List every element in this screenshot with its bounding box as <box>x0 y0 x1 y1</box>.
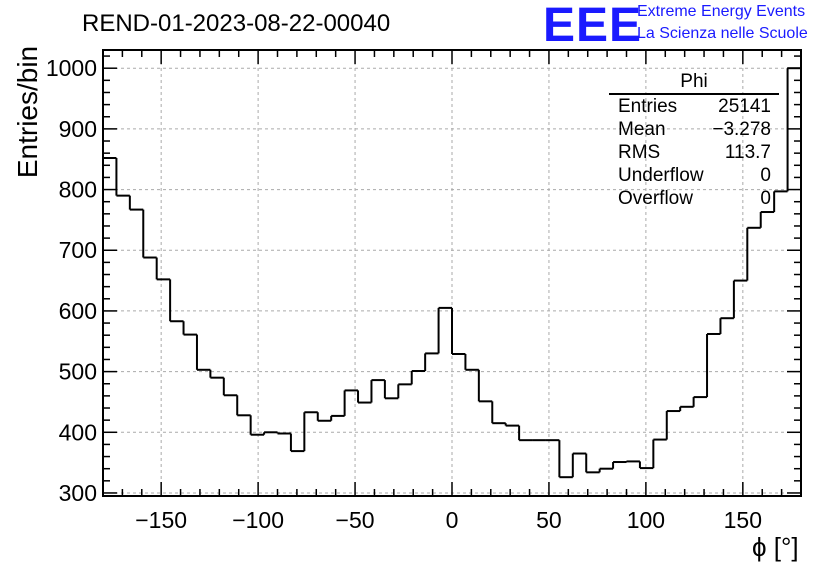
stats-value: 0 <box>760 165 771 186</box>
y-tick-label: 600 <box>59 298 97 324</box>
stats-value: 25141 <box>718 96 771 117</box>
x-axis-label: ϕ [°] <box>752 532 799 562</box>
stats-row-rms: RMS 113.7 <box>609 141 779 164</box>
stats-value: −3.278 <box>712 119 771 140</box>
stats-label: Entries <box>618 96 678 117</box>
stats-value: 0 <box>760 188 771 209</box>
stats-value: 113.7 <box>724 142 771 163</box>
y-tick-label: 400 <box>59 419 97 445</box>
stats-title: Phi <box>609 72 779 95</box>
stats-box: Phi Entries 25141 Mean −3.278 RMS 113.7 … <box>609 72 779 210</box>
x-tick-label: −150 <box>135 507 187 533</box>
eee-logo: EEE <box>543 0 643 52</box>
stats-row-mean: Mean −3.278 <box>609 118 779 141</box>
x-tick-label: 100 <box>627 507 665 533</box>
stats-label: Mean <box>618 119 666 140</box>
y-tick-label: 800 <box>59 177 97 203</box>
stats-label: Overflow <box>618 188 693 209</box>
x-tick-label: −50 <box>336 507 375 533</box>
logo-line-2: La Scienza nelle Scuole <box>637 25 808 42</box>
stats-label: RMS <box>618 142 661 163</box>
chart-title: REND-01-2023-08-22-00040 <box>82 10 391 37</box>
x-tick-label: 50 <box>536 507 562 533</box>
stats-row-overflow: Overflow 0 <box>609 187 779 210</box>
y-tick-label: 900 <box>59 116 97 142</box>
axes: −150 −100 −50 0 50 100 150 300 400 500 600 700 800 90… <box>46 49 802 533</box>
y-tick-label: 700 <box>59 237 97 263</box>
x-tick-label: −100 <box>232 507 284 533</box>
stats-row-underflow: Underflow 0 <box>609 164 779 187</box>
stats-label: Underflow <box>618 165 704 186</box>
y-tick-label: 300 <box>59 480 97 506</box>
logo-line-1: Extreme Energy Events <box>637 3 806 20</box>
stats-row-entries: Entries 25141 <box>609 95 779 118</box>
y-tick-label: 1000 <box>46 55 97 81</box>
x-tick-label: 150 <box>724 507 762 533</box>
x-tick-label: 0 <box>446 507 459 533</box>
y-tick-label: 500 <box>59 359 97 385</box>
y-axis-label: Entries/bin <box>12 45 43 179</box>
